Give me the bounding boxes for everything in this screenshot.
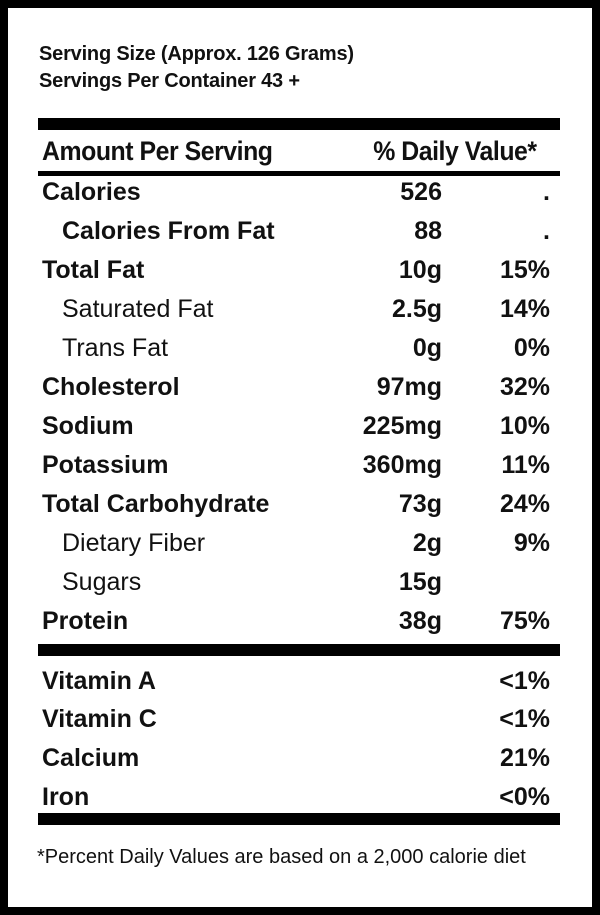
nutrient-amount: 0g [412, 334, 442, 362]
nutrient-row-protein: Protein 38g 75% [42, 602, 550, 641]
nutrient-dv: 24% [499, 490, 550, 518]
nutrition-facts-panel: Serving Size (Approx. 126 Grams) Serving… [8, 8, 592, 907]
vitamin-row-iron: Iron <0% [42, 778, 550, 817]
nutrient-row-potassium: Potassium 360mg 11% [42, 446, 550, 485]
nutrient-name: Protein [42, 607, 129, 635]
nutrient-row-total-carbohydrate: Total Carbohydrate 73g 24% [42, 485, 550, 524]
nutrient-name: Total Carbohydrate [42, 490, 270, 518]
nutrient-row-calories: Calories 526 . [42, 173, 550, 212]
vitamin-dv: <0% [499, 783, 550, 811]
divider-thin-header [38, 171, 560, 176]
vitamin-row-vitamin-c: Vitamin C <1% [42, 700, 550, 739]
nutrient-dv: 32% [499, 373, 550, 401]
nutrient-row-calories-from-fat: Calories From Fat 88 . [42, 212, 550, 251]
nutrient-name: Sodium [42, 412, 134, 440]
nutrient-amount: 526 [400, 178, 442, 206]
nutrient-row-cholesterol: Cholesterol 97mg 32% [42, 368, 550, 407]
divider-thick-top [38, 118, 560, 130]
vitamin-row-calcium: Calcium 21% [42, 739, 550, 778]
serving-info: Serving Size (Approx. 126 Grams) Serving… [39, 41, 354, 95]
nutrient-amount: 360mg [362, 451, 442, 479]
divider-thick-bottom [38, 813, 560, 825]
nutrient-row-sugars: Sugars 15g [42, 563, 550, 602]
nutrient-name: Trans Fat [62, 334, 169, 362]
nutrient-name: Calories From Fat [62, 217, 275, 245]
nutrient-dv: . [543, 178, 550, 206]
nutrient-name: Dietary Fiber [62, 529, 206, 557]
nutrient-row-sodium: Sodium 225mg 10% [42, 407, 550, 446]
serving-size: Serving Size (Approx. 126 Grams) [39, 43, 354, 65]
nutrient-name: Calories [42, 178, 141, 206]
nutrient-amount: 2g [412, 529, 442, 557]
nutrient-name: Potassium [42, 451, 169, 479]
nutrient-dv: 11% [501, 451, 550, 479]
nutrient-row-dietary-fiber: Dietary Fiber 2g 9% [42, 524, 550, 563]
vitamin-dv: <1% [499, 667, 550, 695]
nutrient-name: Total Fat [42, 256, 145, 284]
nutrient-dv: 9% [513, 529, 550, 557]
nutrient-amount: 38g [398, 607, 442, 635]
daily-value-label: % Daily Value* [373, 136, 537, 166]
nutrient-amount: 2.5g [391, 295, 442, 323]
nutrient-dv: 15% [499, 256, 550, 284]
nutrient-dv: 10% [499, 412, 550, 440]
nutrient-row-total-fat: Total Fat 10g 15% [42, 251, 550, 290]
nutrient-amount: 97mg [376, 373, 442, 401]
footnote: *Percent Daily Values are based on a 2,0… [37, 846, 526, 868]
vitamin-name: Iron [42, 783, 90, 811]
nutrient-dv: 14% [499, 295, 550, 323]
nutrient-dv: 75% [499, 607, 550, 635]
vitamin-name: Calcium [42, 744, 140, 772]
vitamin-name: Vitamin A [42, 667, 156, 695]
vitamin-dv: 21% [499, 744, 550, 772]
nutrient-amount: 225mg [362, 412, 442, 440]
amount-per-serving-label: Amount Per Serving [42, 136, 273, 166]
vitamin-dv: <1% [499, 705, 550, 733]
nutrient-amount: 73g [398, 490, 442, 518]
nutrient-dv: 0% [513, 334, 550, 362]
nutrient-name: Sugars [62, 568, 142, 596]
vitamin-row-vitamin-a: Vitamin A <1% [42, 662, 550, 701]
nutrient-dv: . [543, 217, 550, 245]
nutrient-row-trans-fat: Trans Fat 0g 0% [42, 329, 550, 368]
nutrient-amount: 88 [414, 217, 442, 245]
nutrient-row-saturated-fat: Saturated Fat 2.5g 14% [42, 290, 550, 329]
divider-thick-middle [38, 644, 560, 656]
column-header: Amount Per Serving % Daily Value* [42, 136, 537, 167]
vitamin-name: Vitamin C [42, 705, 157, 733]
nutrient-amount: 10g [398, 256, 442, 284]
nutrient-amount: 15g [398, 568, 442, 596]
nutrient-name: Saturated Fat [62, 295, 214, 323]
nutrient-name: Cholesterol [42, 373, 180, 401]
servings-per-container: Servings Per Container 43 + [39, 70, 300, 92]
